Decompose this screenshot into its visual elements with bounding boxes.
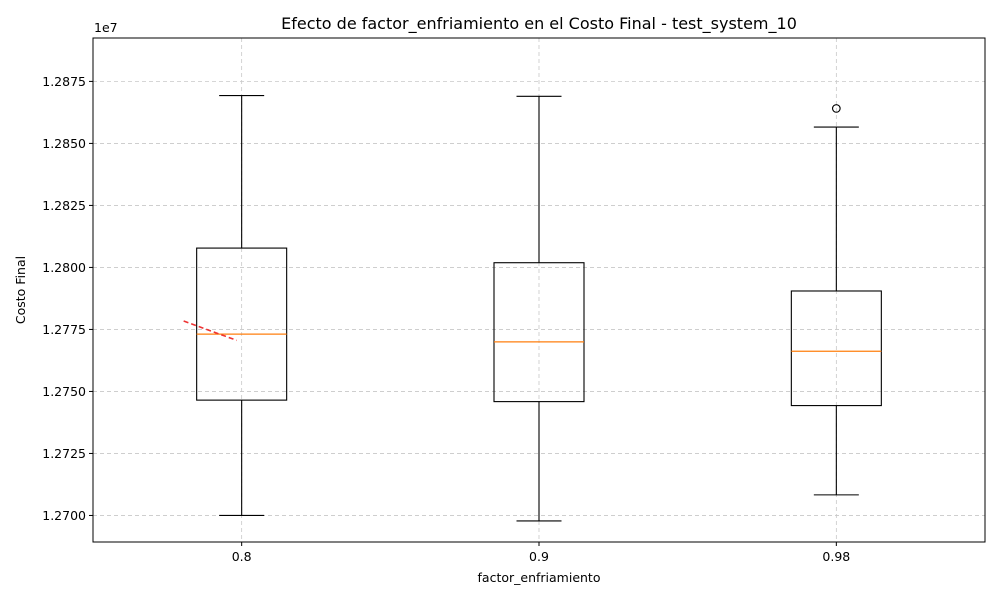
trend (183, 320, 237, 342)
y-tick-label: 1.2875 (42, 74, 86, 89)
y-tick-label: 1.2850 (42, 136, 86, 151)
boxes (196, 94, 882, 522)
y-axis: 1.2700 1.2725 1.2750 1.2775 1.2800 1.2825 1.28… (42, 74, 93, 523)
y-offset-label: 1e7 (94, 20, 118, 35)
y-tick-label: 1.2800 (42, 260, 86, 275)
box (196, 247, 288, 401)
y-tick-label: 1.2725 (42, 446, 86, 461)
y-tick-label: 1.2700 (42, 508, 86, 523)
box-group-0.9 (493, 95, 585, 522)
trend-line (183, 320, 237, 342)
x-tick-label: 0.9 (529, 549, 549, 564)
box-group-0.98 (790, 104, 882, 496)
x-axis: 0.8 0.9 0.98 (232, 542, 850, 564)
x-tick-label: 0.98 (822, 549, 850, 564)
x-axis-label: factor_enfriamiento (478, 570, 601, 585)
y-tick-label: 1.2750 (42, 384, 86, 399)
y-tick-label: 1.2825 (42, 198, 86, 213)
y-axis-label: Costo Final (13, 256, 28, 324)
box-group-0.8 (196, 94, 288, 517)
x-tick-label: 0.8 (232, 549, 252, 564)
outlier-point (831, 104, 841, 113)
box (493, 262, 585, 403)
chart-title: Efecto de factor_enfriamiento en el Cost… (281, 14, 797, 34)
y-tick-label: 1.2775 (42, 322, 86, 337)
box (790, 290, 882, 407)
